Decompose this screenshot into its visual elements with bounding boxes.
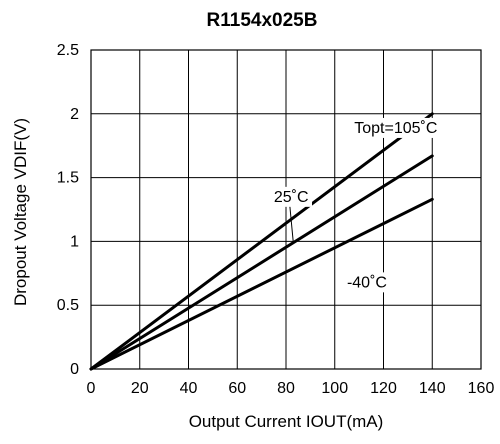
y-tick-label: 1.5 (57, 170, 79, 187)
series-line-1 (89, 154, 434, 371)
series-annotation: 25˚C (270, 186, 313, 243)
annotations: Topt=105˚C 25˚C -40˚C (270, 117, 446, 293)
x-tick-label: 80 (277, 380, 295, 397)
annotation-label: -40˚C (347, 274, 387, 291)
annotation-bg (351, 117, 446, 138)
plot-frame (90, 49, 482, 370)
annotation-label: 25˚C (274, 189, 309, 206)
x-tick-label: 20 (131, 380, 149, 397)
series-annotation: -40˚C (343, 272, 394, 293)
annotation-leader (289, 205, 294, 243)
y-tick-label: 1 (70, 233, 79, 250)
x-tick-label: 60 (228, 380, 246, 397)
series-line-2 (89, 197, 434, 371)
grid (90, 49, 482, 370)
annotation-label: Topt=105˚C (354, 120, 437, 137)
y-tick-label: 0 (70, 361, 79, 378)
tick-labels: 0 20 40 60 80 100 120 140 160 0 0.5 1 1.5 2 2.5 (57, 42, 495, 397)
annotation-bg (270, 186, 313, 207)
x-tick-label: 120 (370, 380, 397, 397)
x-tick-label: 0 (87, 380, 96, 397)
series-lines (89, 112, 434, 371)
y-axis-label: Dropout Voltage VDIF(V) (11, 118, 30, 306)
series-line-0 (89, 112, 434, 371)
chart-title: R1154x025B (207, 10, 318, 31)
series-annotation: Topt=105˚C (351, 117, 446, 138)
x-axis-label: Output Current IOUT(mA) (189, 412, 384, 431)
x-tick-label: 100 (321, 380, 348, 397)
x-tick-label: 140 (419, 380, 446, 397)
y-tick-label: 0.5 (57, 297, 79, 314)
y-tick-label: 2.5 (57, 42, 79, 59)
annotation-bg (343, 272, 394, 293)
y-tick-label: 2 (70, 106, 79, 123)
x-tick-label: 40 (180, 380, 198, 397)
x-tick-label: 160 (468, 380, 495, 397)
